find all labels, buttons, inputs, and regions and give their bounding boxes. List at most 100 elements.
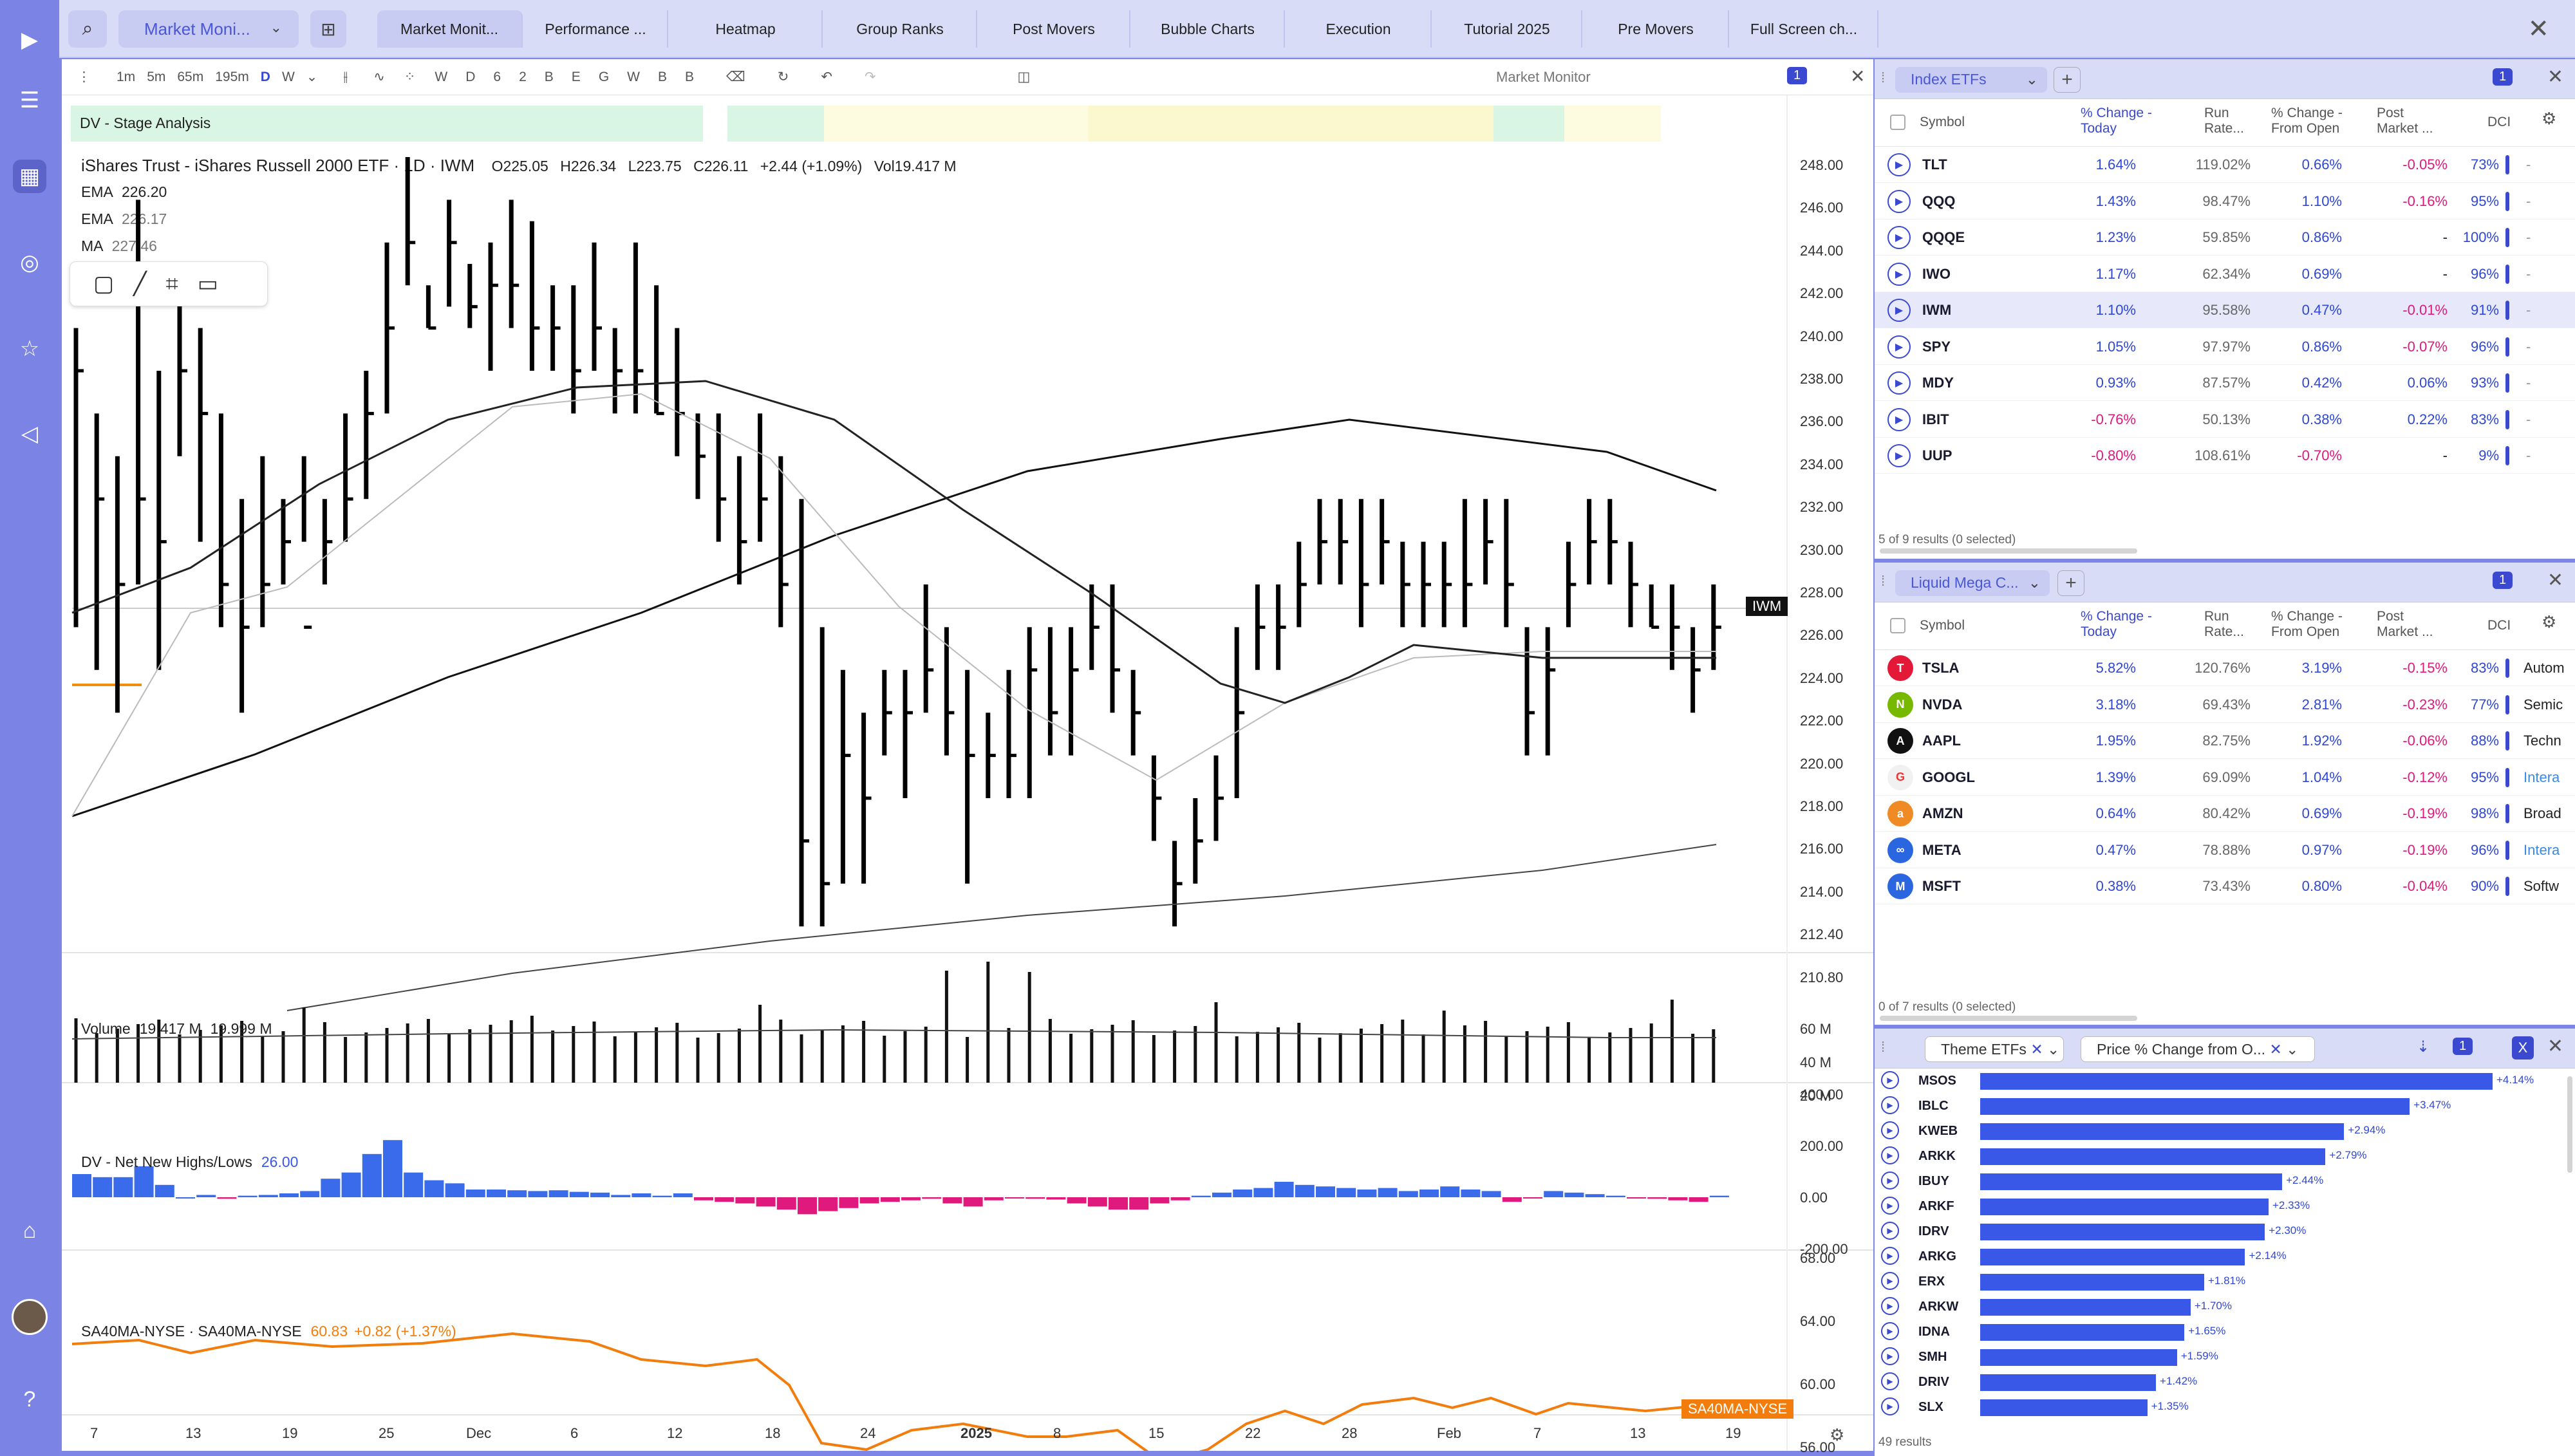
remove-filter-icon[interactable]: ✕ <box>2269 1041 2282 1058</box>
play-icon[interactable]: ▶ <box>1887 299 1911 322</box>
tab-performance[interactable]: Performance ... <box>524 10 668 48</box>
help-icon[interactable]: ? <box>23 1386 36 1412</box>
preset-d[interactable]: D <box>465 69 476 84</box>
play-icon[interactable]: ▶ <box>1887 335 1911 359</box>
play-icon[interactable]: ▶ <box>1881 1272 1899 1290</box>
drag-handle-icon[interactable]: ⁞ <box>1881 1039 1886 1055</box>
play-icon[interactable]: ▶ <box>1887 444 1911 467</box>
table-row[interactable]: ∞ META 0.47% 78.88% 0.97% -0.19% 96% Intera <box>1875 832 2575 868</box>
col-change-today[interactable]: % Change - Today <box>2081 106 2152 136</box>
table-row[interactable]: ▶ SPY 1.05% 97.97% 0.86% -0.07% 96% - <box>1875 329 2575 365</box>
refresh-icon[interactable]: ↻ <box>777 70 789 84</box>
chevron-down-icon[interactable]: ⌄ <box>306 70 318 84</box>
bar-row[interactable]: ▶ IDRV +2.30% <box>1875 1219 2575 1244</box>
link-badge[interactable]: 1 <box>2453 1038 2473 1055</box>
table-row[interactable]: ▶ IWM 1.10% 95.58% 0.47% -0.01% 91% - <box>1875 292 2575 328</box>
bar-row[interactable]: ▶ ARKG +2.14% <box>1875 1244 2575 1269</box>
col-run-rate[interactable]: Run Rate... <box>2204 609 2244 639</box>
tab-tutorial[interactable]: Tutorial 2025 <box>1433 10 1582 48</box>
bar-row[interactable]: ▶ IBUY +2.44% <box>1875 1169 2575 1194</box>
layout-badge[interactable]: 1 <box>1787 67 1808 84</box>
symbol-cell[interactable]: AMZN <box>1922 805 1963 821</box>
close-icon[interactable]: ✕ <box>2527 15 2549 43</box>
interval-195m[interactable]: 195m <box>215 69 249 84</box>
indicators-icon[interactable]: ∿ <box>373 70 385 84</box>
play-icon[interactable]: ▶ <box>1881 1146 1899 1164</box>
watchlist-select[interactable]: Index ETFs ⌄ <box>1895 67 2047 93</box>
play-icon[interactable]: ▶ <box>1881 1197 1899 1215</box>
bar-row[interactable]: ▶ SLX +1.35% <box>1875 1395 2575 1420</box>
symbol-cell[interactable]: IWM <box>1922 302 1952 318</box>
symbol-cell[interactable]: META <box>1922 841 1962 858</box>
preset-6[interactable]: 6 <box>493 69 501 84</box>
col-symbol[interactable]: Symbol <box>1920 115 1965 129</box>
symbol-cell[interactable]: NVDA <box>1922 696 1963 713</box>
table-row[interactable]: ▶ IWO 1.17% 62.34% 0.69% - 96% - <box>1875 256 2575 292</box>
remove-filter-icon[interactable]: ✕ <box>2030 1041 2043 1058</box>
camera-icon[interactable]: ◫ <box>1017 70 1031 84</box>
eraser-icon[interactable]: ⌫ <box>726 70 745 84</box>
tab-group-ranks[interactable]: Group Ranks <box>824 10 977 48</box>
play-icon[interactable]: ▶ <box>1881 1121 1899 1139</box>
play-icon[interactable]: ▶ <box>1881 1347 1899 1365</box>
sort-icon[interactable]: ⇣ <box>2417 1038 2430 1056</box>
col-post-market[interactable]: Post Market ... <box>2377 609 2433 639</box>
table-row[interactable]: ▶ QQQE 1.23% 59.85% 0.86% -100% - <box>1875 219 2575 256</box>
close-icon[interactable]: ✕ <box>2547 1036 2563 1057</box>
bar-row[interactable]: ▶ IBLC +3.47% <box>1875 1094 2575 1119</box>
table-row[interactable]: ▶ IBIT -0.76% 50.13% 0.38% 0.22% 83% - <box>1875 402 2575 438</box>
table-row[interactable]: G GOOGL 1.39% 69.09% 1.04% -0.12% 95% Intera <box>1875 760 2575 796</box>
add-watchlist-button[interactable]: + <box>2057 570 2084 596</box>
table-row[interactable]: M MSFT 0.38% 73.43% 0.80% -0.04% 90% Softw <box>1875 868 2575 904</box>
bar-row[interactable]: ▶ IDNA +1.65% <box>1875 1320 2575 1345</box>
bar-row[interactable]: ▶ MSOS +4.14% <box>1875 1069 2575 1094</box>
play-icon[interactable]: ▶ <box>1881 1322 1899 1340</box>
table-row[interactable]: ▶ UUP -0.80% 108.61% -0.70% - 9% - <box>1875 438 2575 474</box>
symbol-cell[interactable]: UUP <box>1922 447 1952 463</box>
play-icon[interactable]: ▶ <box>1887 262 1911 286</box>
close-icon[interactable]: ✕ <box>2547 570 2563 591</box>
symbol-cell[interactable]: AAPL <box>1922 733 1961 749</box>
tab-market-monitor[interactable]: Market Monit... <box>377 10 523 48</box>
menu-icon[interactable]: ☰ <box>19 88 40 113</box>
preset-b[interactable]: B <box>544 69 554 84</box>
play-icon[interactable]: ▶ <box>1881 1247 1899 1265</box>
preset-w[interactable]: W <box>435 69 448 84</box>
close-icon[interactable]: ✕ <box>2547 66 2563 88</box>
interval-5m[interactable]: 5m <box>147 69 166 84</box>
symbol-cell[interactable]: SPY <box>1922 338 1951 355</box>
play-icon[interactable]: ▶ <box>1881 1297 1899 1315</box>
graduation-cap-icon[interactable]: ⌂ <box>23 1218 37 1243</box>
link-badge[interactable]: 1 <box>2493 68 2513 86</box>
play-icon[interactable]: ▶ <box>1887 371 1911 395</box>
table-row[interactable]: ▶ TLT 1.64% 119.02% 0.66% -0.05% 73% - <box>1875 147 2575 183</box>
workspace-select[interactable]: Market Moni... ⌄ <box>118 10 299 48</box>
undo-icon[interactable]: ↶ <box>821 70 832 84</box>
settings-gear-icon[interactable]: ⚙ <box>1830 1425 1845 1444</box>
table-row[interactable]: ▶ QQQ 1.43% 98.47% 1.10% -0.16% 95% - <box>1875 183 2575 219</box>
preset-e[interactable]: E <box>571 69 581 84</box>
x-logo-icon[interactable]: X <box>2512 1036 2534 1059</box>
bar-row[interactable]: ▶ ARKK +2.79% <box>1875 1144 2575 1169</box>
col-run-rate[interactable]: Run Rate... <box>2204 106 2244 136</box>
redo-icon[interactable]: ↷ <box>864 70 876 84</box>
table-row[interactable]: a AMZN 0.64% 80.42% 0.69% -0.19% 98% Broad <box>1875 796 2575 832</box>
rectangle-icon[interactable]: ▢ <box>93 272 115 296</box>
select-all-checkbox[interactable] <box>1890 115 1906 130</box>
symbol-cell[interactable]: TLT <box>1922 156 1947 173</box>
drag-handle-icon[interactable]: ⋮ <box>77 70 91 84</box>
symbol-cell[interactable]: IBIT <box>1922 411 1949 427</box>
col-change-today[interactable]: % Change - Today <box>2081 609 2152 639</box>
fib-icon[interactable]: ⌗ <box>165 271 178 296</box>
megaphone-icon[interactable]: ◁ <box>21 422 39 446</box>
tab-execution[interactable]: Execution <box>1286 10 1432 48</box>
symbol-cell[interactable]: MDY <box>1922 375 1954 391</box>
tab-post-movers[interactable]: Post Movers <box>979 10 1130 48</box>
templates-icon[interactable]: ⁘ <box>404 70 416 84</box>
table-row[interactable]: T TSLA 5.82% 120.76% 3.19% -0.15% 83% Autom <box>1875 650 2575 686</box>
add-watchlist-button[interactable]: + <box>2054 67 2081 93</box>
price-chart-canvas[interactable] <box>62 59 1873 1451</box>
filter-theme-etfs[interactable]: Theme ETFs ✕ ⌄ <box>1925 1036 2064 1062</box>
col-dci[interactable]: DCI <box>2487 618 2511 633</box>
play-icon[interactable]: ▶ <box>1881 1096 1899 1114</box>
